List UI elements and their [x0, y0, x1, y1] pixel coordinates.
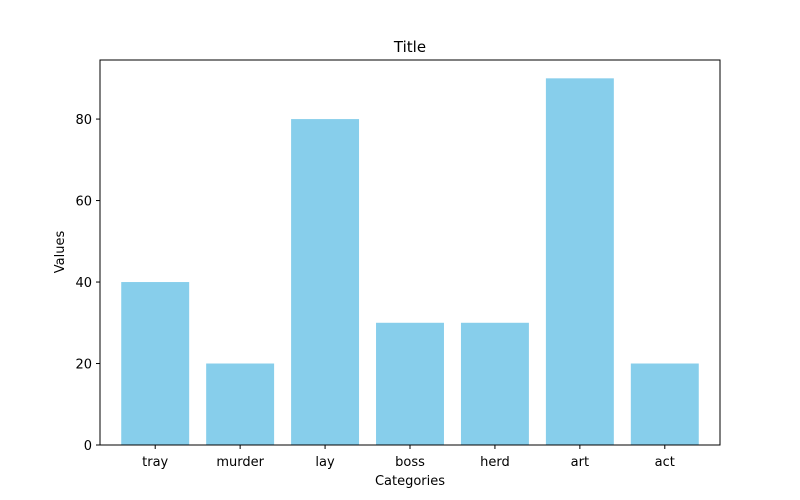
- plot-frame: [99, 59, 721, 446]
- x-tick-label: murder: [216, 455, 264, 470]
- y-tick-label: 0: [84, 439, 92, 454]
- y-tick-label: 80: [75, 113, 92, 128]
- bar-act: [630, 363, 699, 445]
- x-axis-label: Categories: [375, 474, 445, 489]
- bar-murder: [206, 363, 275, 445]
- x-tick-label: lay: [315, 455, 335, 470]
- bars-group: [121, 78, 699, 446]
- x-axis-ticks: tray murder lay boss herd art act: [142, 445, 675, 470]
- x-tick-label: art: [571, 455, 589, 470]
- x-tick-label: boss: [395, 455, 425, 470]
- y-tick-label: 40: [75, 276, 92, 291]
- chart-title: Title: [393, 38, 426, 56]
- y-axis-ticks: 0 20 40 60 80: [75, 113, 100, 454]
- y-axis-label: Values: [53, 231, 68, 274]
- bar-herd: [460, 322, 529, 445]
- x-tick-label: act: [655, 455, 675, 470]
- x-tick-label: herd: [480, 455, 510, 470]
- y-tick-label: 60: [75, 195, 92, 210]
- bar-lay: [291, 119, 360, 446]
- x-tick-label: tray: [142, 455, 168, 470]
- bar-boss: [376, 322, 444, 445]
- y-tick-label: 20: [75, 358, 92, 373]
- bar-art: [545, 78, 614, 445]
- bar-tray: [121, 282, 190, 445]
